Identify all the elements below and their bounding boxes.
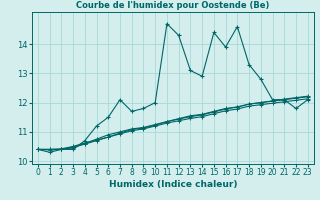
X-axis label: Humidex (Indice chaleur): Humidex (Indice chaleur)	[108, 180, 237, 189]
Text: Courbe de l'humidex pour Oostende (Be): Courbe de l'humidex pour Oostende (Be)	[76, 1, 269, 10]
